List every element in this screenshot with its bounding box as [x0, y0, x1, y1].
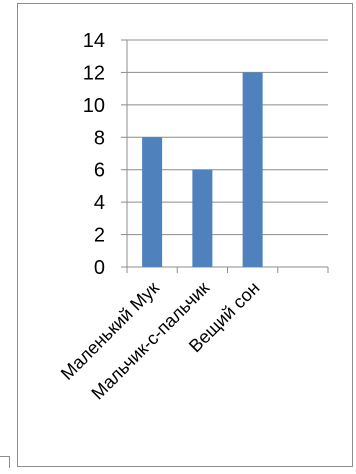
y-tick-label: 10 — [83, 95, 105, 117]
y-tick-label: 8 — [94, 127, 105, 149]
bar — [142, 137, 163, 267]
y-tick-label: 12 — [83, 62, 105, 84]
y-tick-label: 4 — [94, 192, 105, 214]
y-tick-label: 6 — [94, 160, 105, 182]
y-tick-label: 14 — [83, 30, 105, 52]
bar — [242, 72, 263, 267]
y-tick-label: 0 — [94, 257, 105, 279]
bars — [142, 72, 263, 267]
y-tick-label: 2 — [94, 225, 105, 247]
bar — [192, 169, 213, 267]
corner-mark — [0, 456, 10, 468]
